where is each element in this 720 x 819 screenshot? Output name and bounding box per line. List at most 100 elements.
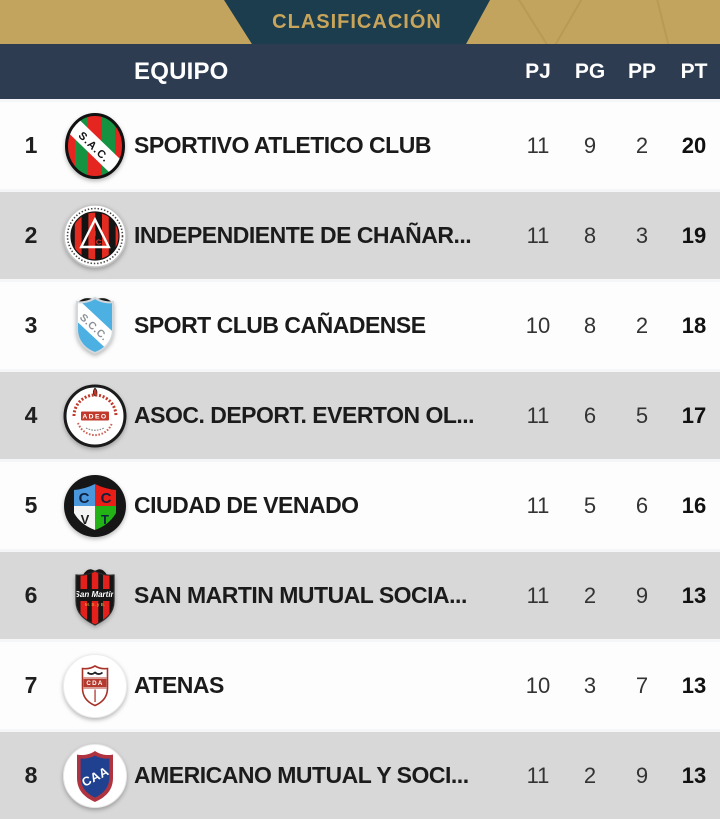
svg-text:T: T: [101, 512, 109, 527]
stat-pj: 10: [525, 672, 551, 698]
stat-pj: 11: [526, 402, 550, 428]
position-number: 8: [24, 762, 38, 788]
table-row[interactable]: 8 CAA AMERICANO MUTUAL Y SOCI... 11 2 9 …: [0, 729, 720, 819]
crest-san-martin-icon: San Martin M. S. y B.: [75, 568, 116, 626]
row-stats: 11 8 3 19: [512, 223, 720, 249]
stat-pt: 18: [681, 312, 707, 338]
stat-pg: 2: [583, 762, 597, 788]
row-stats: 11 2 9 13: [512, 763, 720, 789]
team-name: SPORTIVO ATLETICO CLUB: [134, 132, 431, 158]
row-stats: 11 9 2 20: [512, 133, 720, 159]
stat-pt: 20: [681, 132, 707, 158]
table-header: EQUIPO PJ PG PP PT: [0, 44, 720, 99]
crest-americano-icon: CAA: [63, 743, 127, 808]
stat-pp: 9: [635, 762, 649, 788]
team-name: ASOC. DEPORT. EVERTON OL...: [134, 402, 475, 428]
stat-pp: 3: [635, 222, 649, 248]
stat-pg: 8: [583, 312, 597, 338]
team-logo: CAA: [62, 743, 128, 809]
row-stats: 11 2 9 13: [512, 583, 720, 609]
team-name: ATENAS: [134, 672, 224, 698]
team-name: CIUDAD DE VENADO: [134, 492, 359, 518]
team-logo: CDA: [62, 653, 128, 719]
stat-pp: 2: [635, 312, 649, 338]
crest-independiente-icon: I A C: [63, 203, 127, 268]
stat-pp: 9: [635, 582, 649, 608]
stat-pt: 13: [681, 762, 707, 788]
stat-pj: 11: [526, 132, 550, 158]
team-logo: S.C.C.: [62, 293, 128, 359]
stat-pp: 7: [635, 672, 649, 698]
table-row[interactable]: 7 CDA ATENAS 10 3 7 13: [0, 639, 720, 729]
crest-canadense-icon: S.C.C.: [76, 296, 114, 354]
team-logo: San Martin M. S. y B.: [62, 563, 128, 629]
position-number: 1: [24, 132, 38, 158]
stat-pg: 9: [583, 132, 597, 158]
stat-pg: 5: [583, 492, 597, 518]
banner-title: CLASIFICACIÓN: [272, 10, 442, 33]
stat-pj: 10: [525, 312, 551, 338]
top-gold-band: CLASIFICACIÓN: [0, 0, 720, 44]
team-name: SPORT CLUB CAÑADENSE: [134, 312, 426, 338]
team-logo: ADEO: [62, 383, 128, 449]
stat-pp: 6: [635, 492, 649, 518]
position-number: 4: [24, 402, 38, 428]
header-equipo: EQUIPO: [134, 57, 229, 85]
header-pj: PJ: [525, 59, 551, 83]
stat-pp: 5: [635, 402, 649, 428]
stat-pt: 16: [681, 492, 707, 518]
stat-pp: 2: [635, 132, 649, 158]
table-row[interactable]: 2 I A C INDEPENDIENTE DE CHAÑAR...: [0, 189, 720, 279]
table-row[interactable]: 4 ADEO ASOC. DEPORT. EVERTON OL... 11 6 …: [0, 369, 720, 459]
svg-text:M. S. y B.: M. S. y B.: [85, 602, 105, 607]
svg-text:San Martin: San Martin: [75, 590, 116, 599]
decorative-line: [646, 0, 686, 44]
row-stats: 10 8 2 18: [512, 313, 720, 339]
team-logo: S.A.C.: [62, 112, 128, 179]
svg-text:C: C: [79, 490, 90, 507]
position-number: 7: [24, 672, 38, 698]
position-number: 5: [24, 492, 38, 518]
stat-pj: 11: [526, 582, 550, 608]
team-logo: C C V T: [62, 473, 128, 539]
svg-text:A C: A C: [89, 237, 102, 246]
stat-pj: 11: [526, 492, 550, 518]
crest-ciudad-venado-icon: C C V T: [64, 474, 126, 537]
stat-pt: 19: [681, 222, 707, 248]
clasificacion-banner: CLASIFICACIÓN: [224, 0, 490, 44]
stat-pt: 13: [681, 672, 707, 698]
stat-pt: 13: [681, 582, 707, 608]
team-name: SAN MARTIN MUTUAL SOCIA...: [134, 582, 467, 608]
svg-text:V: V: [81, 512, 90, 527]
position-number: 6: [24, 582, 38, 608]
stat-pg: 8: [583, 222, 597, 248]
position-number: 2: [24, 222, 38, 248]
header-pg: PG: [574, 59, 606, 83]
row-stats: 11 5 6 16: [512, 493, 720, 519]
table-row[interactable]: 3 S.C.C. SPORT CLUB CAÑADENSE 10 8 2 18: [0, 279, 720, 369]
table-row[interactable]: 5 C C V T CIUDAD DE VENADO 11 5 6 16: [0, 459, 720, 549]
stat-pj: 11: [526, 222, 550, 248]
row-stats: 10 3 7 13: [512, 673, 720, 699]
position-number: 3: [24, 312, 38, 338]
crest-everton-adeo-icon: ADEO: [63, 384, 127, 447]
crest-atenas-icon: CDA: [63, 653, 127, 718]
crest-sportivo-atletico-icon: S.A.C.: [65, 112, 125, 179]
stat-pg: 6: [583, 402, 597, 428]
team-name: INDEPENDIENTE DE CHAÑAR...: [134, 222, 472, 248]
stat-pj: 11: [526, 762, 550, 788]
team-name: AMERICANO MUTUAL Y SOCI...: [134, 762, 469, 788]
svg-text:ADEO: ADEO: [82, 413, 107, 420]
table-row[interactable]: 1 S.A.C. SPORTIVO ATLETICO CLUB 11 9 2 2…: [0, 99, 720, 189]
row-stats: 11 6 5 17: [512, 403, 720, 429]
svg-text:I: I: [94, 229, 96, 238]
header-pp: PP: [627, 59, 656, 83]
team-logo: I A C: [62, 203, 128, 269]
header-pt: PT: [680, 59, 708, 83]
svg-text:CDA: CDA: [86, 680, 103, 687]
stat-pg: 2: [583, 582, 597, 608]
stat-pt: 17: [681, 402, 707, 428]
table-row[interactable]: 6 San Martin M. S. y B. SAN MARTIN MUTUA…: [0, 549, 720, 639]
svg-text:C: C: [101, 490, 112, 507]
